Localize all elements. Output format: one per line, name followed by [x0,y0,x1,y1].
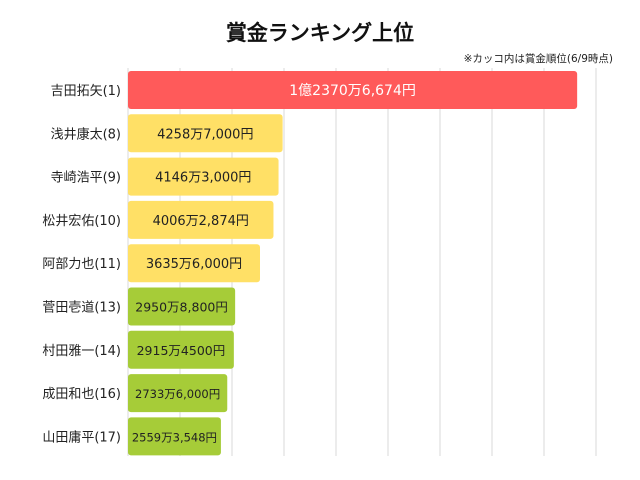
bar-2 [128,114,283,153]
value-labels: 1億2370万6,674円 4258万7,000円 4146万3,000円 4006万… [132,83,416,444]
value-label: 3635万6,000円 [146,257,242,272]
category-label: 山田庸平(17) [42,429,121,445]
bar-series [128,71,578,456]
value-label: 4258万7,000円 [157,127,253,142]
chart-title: 賞金ランキング上位 [226,21,414,45]
value-label: 2950万8,800円 [135,300,228,315]
chart-note: ※カッコ内は賞金順位(6/9時点) [464,52,613,65]
bar-3 [128,157,279,196]
category-label: 村田雅一(14) [42,344,121,359]
bar-8 [128,374,228,413]
bar-6 [128,287,236,326]
value-label: 1億2370万6,674円 [289,83,416,99]
bar-1 [128,71,578,109]
value-label: 2733万6,000円 [135,387,220,401]
value-label: 4146万3,000円 [155,171,251,186]
category-label: 吉田拓矢(1) [51,84,121,99]
bar-7 [128,330,234,369]
category-label: 成田和也(16) [42,387,121,402]
bar-5 [128,244,261,283]
category-label: 阿部力也(11) [42,257,121,272]
value-label: 2559万3,548円 [132,430,217,444]
bar-9 [128,417,221,456]
category-label: 松井宏佑(10) [42,214,121,229]
category-label: 寺崎浩平(9) [51,171,121,186]
category-label: 浅井康太(8) [51,126,121,142]
value-label: 2915万4500円 [137,343,226,358]
value-label: 4006万2,874円 [153,214,249,229]
category-labels: 吉田拓矢(1) 浅井康太(8) 寺崎浩平(9) 松井宏佑(10) 阿部力也(11) 菅田壱… [42,84,121,445]
category-label: 菅田壱道(13) [42,301,121,316]
bar-4 [128,200,274,239]
